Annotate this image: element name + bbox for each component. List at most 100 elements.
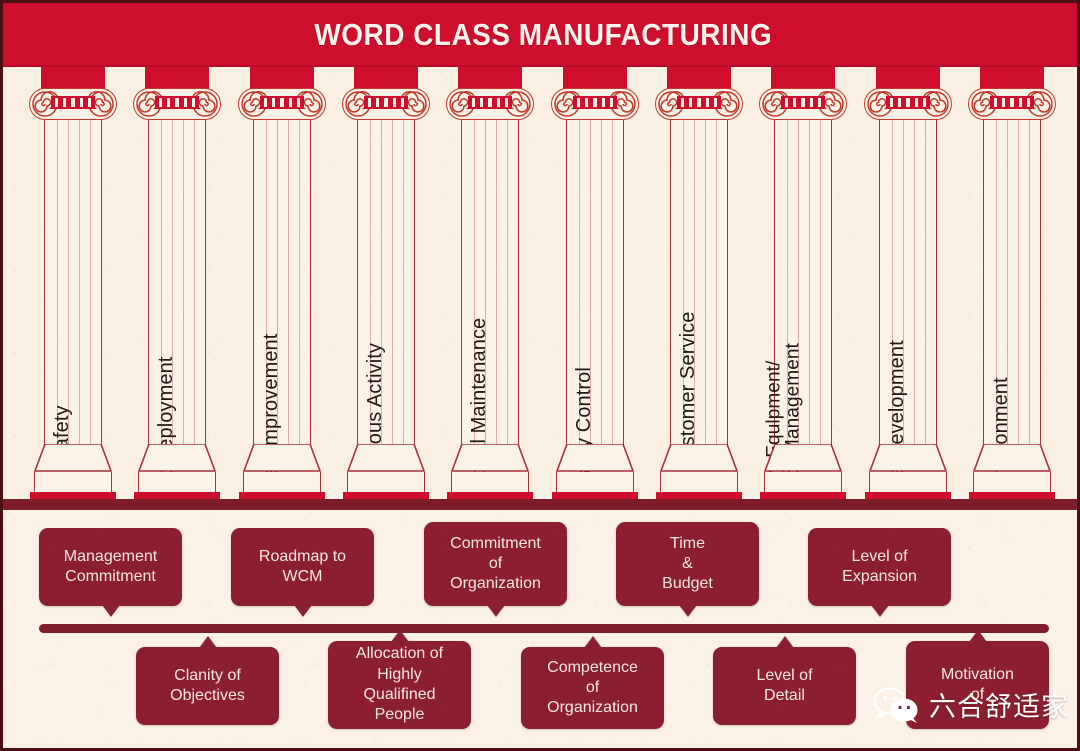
box-label-line: People <box>374 706 425 724</box>
box-arrow-tail <box>486 605 505 617</box>
foundation-box-bottom-5[interactable]: Motivation of <box>906 630 1049 729</box>
box-label-line: Management <box>63 547 158 565</box>
foundation-box-top-1[interactable]: Management Commitment <box>39 528 182 617</box>
pillar-base-band <box>764 472 842 493</box>
pillars-section: Safety Cost Deployment Focused Improvement… <box>3 67 1077 556</box>
box-label: Allocation of Highly Qualifined People <box>356 644 443 725</box>
capital-abacus <box>354 67 418 89</box>
box-label: Commitment of Organization <box>450 534 541 595</box>
page-title: WORD CLASS MANUFACTURING <box>314 17 772 52</box>
title-banner: WORD CLASS MANUFACTURING <box>3 3 1077 67</box>
pillar-base-band <box>556 472 634 493</box>
volute-spiral-icon <box>297 91 323 117</box>
box-arrow-tail <box>390 630 409 642</box>
volute-spiral-icon <box>714 91 740 117</box>
volute-spiral-icon <box>923 91 949 117</box>
box-label-line: Expansion <box>842 568 917 585</box>
box-label-line: Commitment <box>450 534 541 552</box>
box-label-line: Budget <box>662 575 713 593</box>
box-label: Management Commitment <box>64 547 157 588</box>
pillar-shaft: People Development <box>879 120 937 528</box>
foundation-box-top-3[interactable]: Commitment of Organization <box>424 522 567 617</box>
box-label: Competence of Organization <box>547 658 638 719</box>
pillar-base-flare <box>451 444 529 472</box>
box-label: Level of Expansion <box>842 547 917 588</box>
pillar-shaft: Professlonal Maintenance <box>461 120 519 550</box>
pillar-1[interactable]: Safety <box>23 67 123 508</box>
pillar-9[interactable]: People Development <box>858 67 958 528</box>
box-label-line: Organization <box>547 699 638 717</box>
capital-abacus <box>250 67 314 89</box>
capital-volute <box>655 88 743 120</box>
pillar-4[interactable]: Autonomous Activity <box>336 67 436 525</box>
capital-dentils <box>677 96 721 109</box>
capital-dentils <box>260 96 304 109</box>
pillar-5[interactable]: Professlonal Maintenance <box>440 67 540 550</box>
box-arrow-tail <box>293 605 312 617</box>
foundation-box-bottom-4[interactable]: Level of Detail <box>713 636 856 725</box>
pillar-shaft: Safety <box>44 120 102 463</box>
box-label-line: WCM <box>282 568 323 585</box>
box-arrow-tail <box>101 605 120 617</box>
capital-dentils <box>51 96 95 109</box>
foundation-box-top-4[interactable]: Time & Budget <box>616 522 759 617</box>
pillar-base-flare <box>869 444 947 472</box>
capital-dentils <box>155 96 199 109</box>
capital-dentils <box>468 96 512 109</box>
capital-abacus <box>563 67 627 89</box>
box-label-line: & <box>682 554 693 572</box>
pillar-shaft: Cost Deployment <box>148 120 206 511</box>
pillar-base-band <box>660 472 738 493</box>
box-label: Level of Detail <box>756 666 812 707</box>
box-label-line: Commitment <box>65 568 156 585</box>
box-label-line: Motivation <box>941 665 1014 683</box>
foundation-section: Management Commitment Roadmap to WCM Commitm… <box>3 510 1077 748</box>
capital-dentils <box>886 96 930 109</box>
box-arrow-tail <box>583 636 602 648</box>
pillar-6[interactable]: Quality Control <box>545 67 645 508</box>
pillar-base-band <box>138 472 216 493</box>
pillar-base-band <box>451 472 529 493</box>
box-label: Time & Budget <box>662 534 713 595</box>
foundation-box-bottom-2[interactable]: Allocation of Highly Qualifined People <box>328 630 471 729</box>
pillar-base-band <box>869 472 947 493</box>
pillar-shaft: Focused Improvement <box>253 120 311 534</box>
pillar-base-flare <box>660 444 738 472</box>
box-label-line: of <box>970 686 985 703</box>
box-label-line: Objectives <box>170 687 245 704</box>
pillar-base-flare <box>243 444 321 472</box>
foundation-box-top-2[interactable]: Roadmap to WCM <box>231 528 374 617</box>
box-label-line: Roadmap to <box>258 547 347 565</box>
box-label-line: Allocation of <box>355 645 444 663</box>
box-label-line: Organization <box>450 575 541 593</box>
capital-abacus <box>667 67 731 89</box>
foundation-box-bottom-3[interactable]: Competence of Organization <box>521 636 664 729</box>
box-label-line: Clanity of <box>174 666 241 684</box>
volute-spiral-icon <box>1027 91 1053 117</box>
box-arrow-tail <box>775 636 794 648</box>
pillar-shaft: Environment <box>983 120 1041 491</box>
foundation-box-bottom-1[interactable]: Clanity of Objectives <box>136 636 279 725</box>
capital-dentils <box>781 96 825 109</box>
box-label-line: Time <box>670 534 705 552</box>
box-label: Motivation of <box>941 665 1014 706</box>
capital-abacus <box>145 67 209 89</box>
pillar-base-band <box>347 472 425 493</box>
foundation-box-top-5[interactable]: Level of Expansion <box>808 528 951 617</box>
box-label: Roadmap to WCM <box>259 547 346 588</box>
pillar-base-flare <box>973 444 1051 472</box>
box-label-line: Qualifined <box>363 686 436 703</box>
capital-abacus <box>771 67 835 89</box>
pillar-2[interactable]: Cost Deployment <box>127 67 227 511</box>
pillar-3[interactable]: Focused Improvement <box>232 67 332 534</box>
pillar-10[interactable]: Environment <box>962 67 1062 508</box>
pillar-base-flare <box>34 444 112 472</box>
capital-dentils <box>573 96 617 109</box>
box-arrow-tail <box>870 605 889 617</box>
capital-volute <box>342 88 430 120</box>
pillar-7[interactable]: Logistics/Customer Service <box>649 67 749 556</box>
box-label-line: Competence <box>547 658 638 676</box>
pillar-8[interactable]: Early Equlpment/product Management <box>753 67 853 525</box>
pillar-shaft: Autonomous Activity <box>357 120 415 525</box>
